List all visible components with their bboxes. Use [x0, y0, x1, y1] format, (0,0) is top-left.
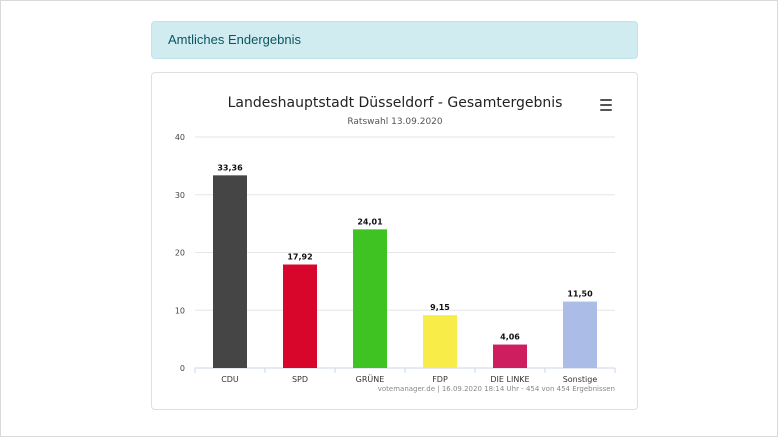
- x-tick-label: CDU: [221, 375, 239, 384]
- bar-die-linke[interactable]: [493, 344, 527, 368]
- chart-subtitle: Ratswahl 13.09.2020: [347, 117, 443, 127]
- status-alert: Amtliches Endergebnis: [151, 21, 638, 59]
- y-tick-label: 0: [180, 364, 185, 373]
- x-tick-label: GRÜNE: [356, 374, 385, 384]
- labels: 0 10 20 30 40 33,36 CDU 17,92 SPD 24,01 GRÜNE 9,15 F…: [175, 133, 598, 384]
- x-tick-label: FDP: [432, 375, 448, 384]
- x-tick-label: Sonstige: [563, 375, 598, 384]
- bar-spd[interactable]: [283, 264, 317, 368]
- bar-grüne[interactable]: [353, 229, 387, 368]
- chart-credits[interactable]: votemanager.de | 16.09.2020 18:14 Uhr - …: [378, 385, 615, 393]
- x-tick-label: SPD: [292, 375, 308, 384]
- y-tick-label: 30: [175, 191, 185, 200]
- bar-cdu[interactable]: [213, 175, 247, 368]
- data-label: 24,01: [357, 217, 383, 226]
- x-tick-label: DIE LINKE: [490, 375, 529, 384]
- bar-fdp[interactable]: [423, 315, 457, 368]
- bars: [213, 175, 597, 368]
- chart-title: Landeshauptstadt Düsseldorf - Gesamterge…: [228, 95, 563, 111]
- data-label: 33,36: [217, 163, 243, 172]
- data-label: 4,06: [500, 333, 520, 342]
- grid-lines: [194, 136, 616, 373]
- bar-chart: Landeshauptstadt Düsseldorf - Gesamterge…: [175, 95, 616, 393]
- hamburger-menu-icon[interactable]: [599, 98, 615, 112]
- alert-text: Amtliches Endergebnis: [168, 32, 301, 47]
- y-tick-label: 10: [175, 306, 185, 315]
- y-tick-label: 20: [175, 249, 185, 258]
- bar-sonstige[interactable]: [563, 301, 597, 368]
- data-label: 17,92: [287, 253, 312, 262]
- chart-card: Landeshauptstadt Düsseldorf - Gesamterge…: [151, 72, 638, 410]
- data-label: 9,15: [430, 303, 450, 312]
- data-label: 11,50: [567, 290, 593, 299]
- y-tick-label: 40: [175, 133, 185, 142]
